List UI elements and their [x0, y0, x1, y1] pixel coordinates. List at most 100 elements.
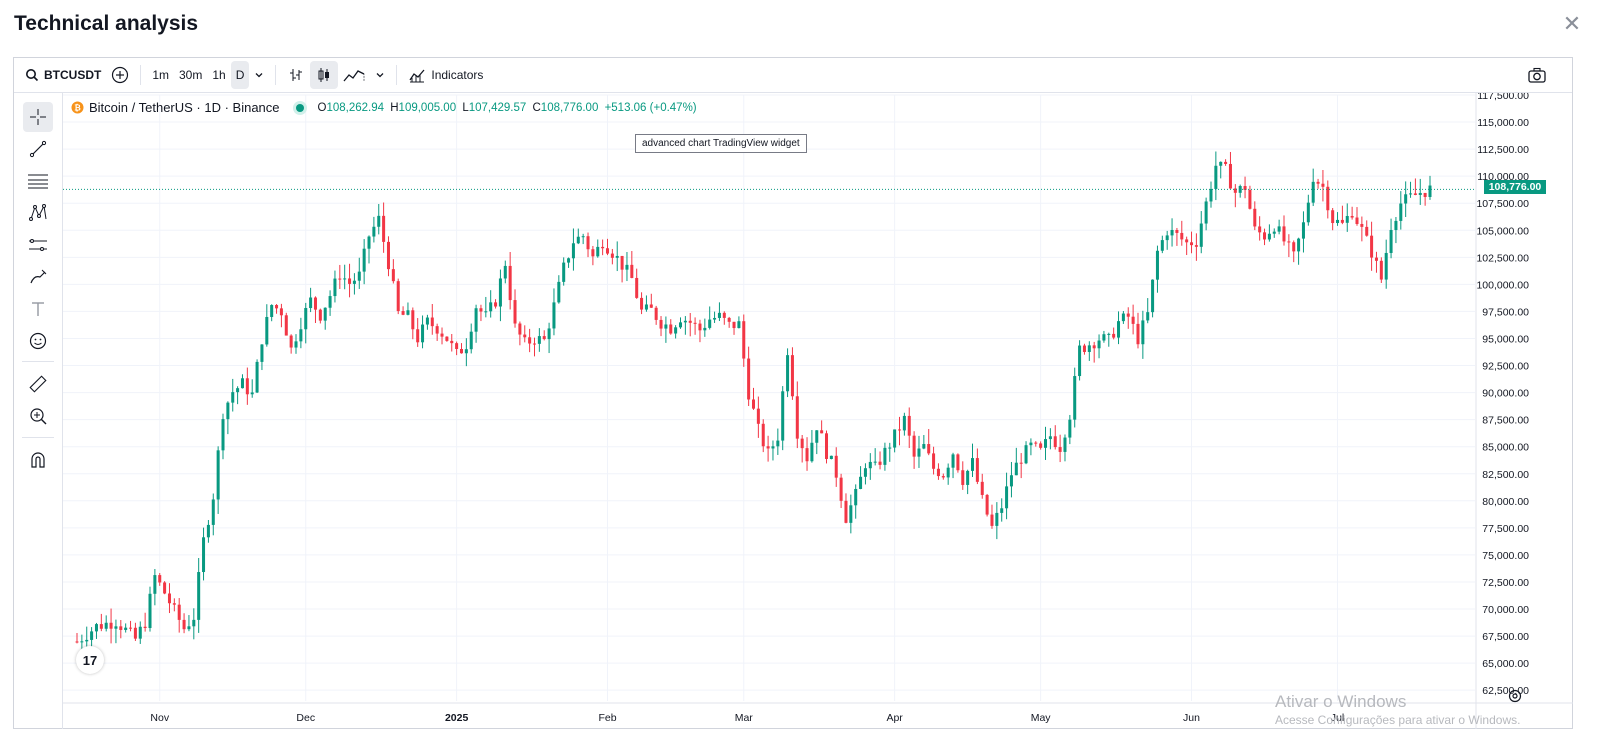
candle-body — [197, 572, 201, 620]
candle-body — [245, 378, 249, 395]
symbol-search-button[interactable]: BTCUSDT — [20, 61, 106, 89]
candle-body — [445, 336, 449, 341]
ohlc-values: O108,262.94 H109,005.00 L107,429.57 C108… — [317, 101, 697, 114]
candle-body — [386, 241, 390, 270]
x-tick-label: Mar — [735, 712, 754, 724]
area-style-button[interactable] — [338, 61, 370, 89]
candle-body — [1331, 210, 1335, 224]
compare-symbol-button[interactable] — [106, 61, 134, 89]
candle-body — [888, 447, 892, 449]
interval-dropdown[interactable] — [249, 61, 269, 89]
candle-body — [1394, 220, 1398, 231]
candle-body — [1190, 242, 1194, 246]
candle-body — [1224, 161, 1228, 164]
brush-tool[interactable] — [23, 262, 53, 292]
price-chart[interactable]: 62,500.00 65,000.00 67,500.00 70,000.00 72,5… — [63, 90, 1573, 729]
candle-body — [391, 269, 395, 282]
candle-body — [985, 494, 989, 515]
snapshot-button[interactable] — [1522, 61, 1552, 89]
candle-body — [601, 246, 605, 249]
prediction-tool[interactable] — [23, 230, 53, 260]
candle-body — [1199, 223, 1203, 247]
y-tick-label: 112,500.00 — [1477, 144, 1529, 156]
candle-body — [119, 626, 123, 630]
candle-body — [674, 327, 678, 334]
candle-body — [1214, 165, 1218, 189]
candle-body — [620, 255, 624, 270]
candle-body — [1253, 208, 1257, 227]
candle-body — [907, 415, 911, 436]
trend-line-tool[interactable] — [23, 134, 53, 164]
candle-body — [664, 324, 668, 329]
candle-body — [1185, 239, 1189, 243]
candle-body — [1112, 333, 1116, 338]
candle-body — [489, 302, 493, 312]
candle-body — [382, 215, 386, 242]
candle-body — [1340, 219, 1344, 223]
candle-body — [1121, 313, 1125, 322]
candle-body — [644, 304, 648, 310]
candle-body — [1005, 486, 1009, 509]
candle-body — [104, 622, 108, 629]
windows-activation-title: Ativar o Windows — [1275, 692, 1407, 711]
candle-body — [1019, 462, 1023, 464]
candle-body — [800, 438, 804, 449]
chart-toolbar: BTCUSDT 1m 30m 1h D Indicators — [14, 58, 1572, 93]
interval-1h[interactable]: 1h — [212, 68, 226, 82]
candle-body — [537, 336, 541, 344]
candle-body — [683, 320, 687, 323]
candle-body — [133, 627, 137, 639]
x-tick-label: May — [1031, 712, 1052, 724]
candle-body — [1379, 260, 1383, 280]
x-tick-label: Dec — [296, 712, 315, 724]
chart-pane[interactable]: 62,500.00 65,000.00 67,500.00 70,000.00 72,5… — [63, 90, 1573, 729]
y-tick-label: 70,000.00 — [1482, 604, 1529, 616]
text-tool[interactable] — [23, 294, 53, 324]
y-tick-label: 65,000.00 — [1482, 658, 1529, 670]
candle-body — [951, 454, 955, 468]
candle-body — [820, 430, 824, 434]
candle-body — [114, 626, 118, 629]
chart-style-dropdown[interactable] — [370, 61, 390, 89]
candle-body — [1180, 232, 1184, 240]
candle-body — [416, 329, 420, 343]
candle-body — [713, 317, 717, 320]
tool-divider — [22, 437, 54, 438]
zoom-tool[interactable] — [23, 401, 53, 431]
tradingview-logo[interactable]: 17 — [76, 646, 104, 674]
crosshair-tool[interactable] — [23, 102, 53, 132]
candle-body — [1277, 226, 1281, 232]
y-tick-label: 87,500.00 — [1482, 415, 1529, 427]
candle-body — [425, 317, 429, 325]
y-tick-label: 77,500.00 — [1482, 523, 1529, 535]
pattern-tool[interactable] — [23, 198, 53, 228]
close-icon[interactable]: ✕ — [1562, 11, 1582, 36]
bars-style-button[interactable] — [282, 61, 310, 89]
y-tick-label: 115,000.00 — [1477, 117, 1529, 129]
candle-body — [995, 512, 999, 526]
candle-body — [975, 458, 979, 482]
candle-body — [615, 255, 619, 258]
candle-body — [313, 297, 317, 310]
measure-tool[interactable] — [23, 369, 53, 399]
candles-style-button[interactable] — [310, 61, 339, 89]
horizontal-lines-tool[interactable] — [23, 166, 53, 196]
candle-body — [1165, 235, 1169, 241]
candle-body — [1097, 340, 1101, 349]
candle-body — [1170, 229, 1174, 236]
candle-body — [547, 328, 551, 340]
candle-body — [1389, 230, 1393, 253]
magnet-tool[interactable] — [23, 445, 53, 475]
candle-body — [328, 296, 332, 308]
candle-body — [299, 329, 303, 342]
emoji-tool[interactable] — [23, 326, 53, 356]
interval-d[interactable]: D — [230, 61, 250, 89]
candle-body — [990, 514, 994, 526]
interval-1m[interactable]: 1m — [152, 68, 169, 82]
gear-icon[interactable] — [1507, 688, 1523, 704]
indicators-button[interactable]: Indicators — [403, 61, 488, 89]
candle-body — [1282, 226, 1286, 242]
candle-body — [99, 624, 103, 629]
interval-30m[interactable]: 30m — [179, 68, 203, 82]
candle-body — [1263, 232, 1267, 240]
